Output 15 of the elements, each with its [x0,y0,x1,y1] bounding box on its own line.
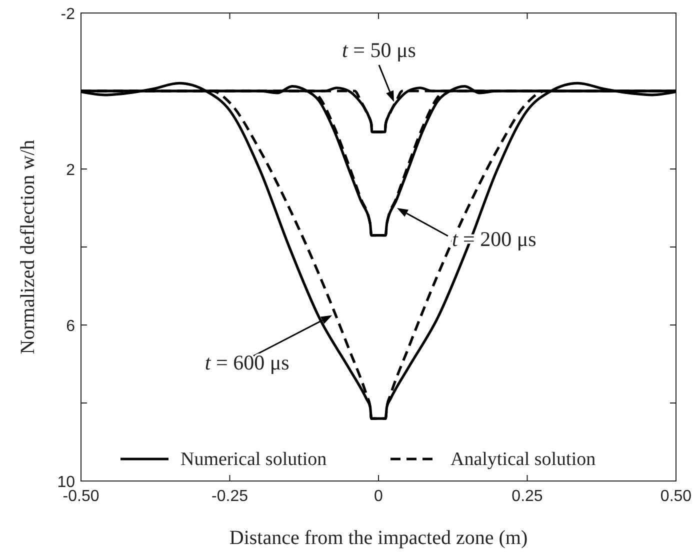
x-tick-label: -0.50 [62,488,100,505]
annotation: t = 50 μs [342,38,416,62]
x-tick-label: 0.25 [512,488,543,505]
y-axis-title: Normalized deflection w/h [17,140,39,354]
x-tick-label: 0.50 [660,488,692,505]
y-tick-label: 6 [66,318,76,335]
x-tick-label: -0.25 [212,488,248,505]
y-tick-label: 10 [57,474,76,491]
x-axis-title: Distance from the impacted zone (m) [229,527,528,549]
legend-label: Analytical solution [450,449,596,470]
y-tick-label: -2 [60,6,76,23]
y-tick-label: 2 [66,162,76,179]
x-tick-label: 0 [374,488,384,505]
legend-label: Numerical solution [180,449,328,470]
annotation: t = 600 μs [204,350,290,374]
